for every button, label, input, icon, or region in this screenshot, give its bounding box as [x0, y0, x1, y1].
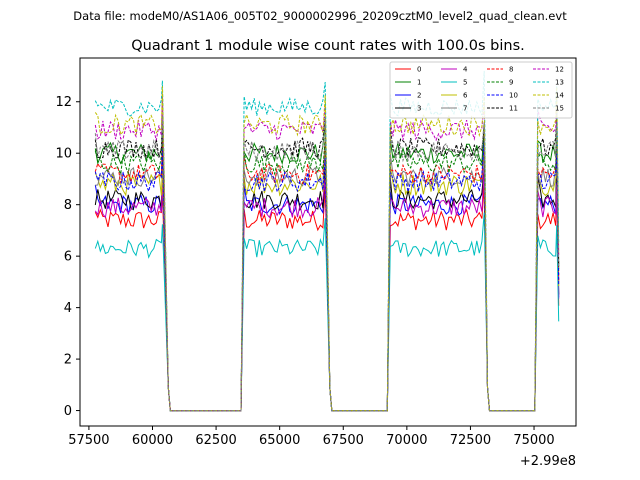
series-line-4: [94, 168, 560, 412]
y-tick-label: 0: [64, 404, 72, 419]
series-line-2: [94, 170, 560, 412]
legend-label-8: 8: [509, 66, 513, 74]
chart-title: Quadrant 1 module wise count rates with …: [131, 38, 525, 54]
legend-label-10: 10: [509, 92, 518, 100]
y-tick-label: 12: [55, 95, 72, 110]
legend-label-1: 1: [417, 79, 421, 87]
legend-label-14: 14: [555, 92, 564, 100]
x-offset-label: +2.99e8: [520, 454, 576, 469]
series-layer: [94, 70, 560, 412]
legend-label-3: 3: [417, 105, 421, 113]
legend-label-6: 6: [463, 92, 468, 100]
y-tick-label: 4: [64, 301, 72, 316]
series-line-10: [94, 141, 560, 412]
x-tick-label: 70000: [386, 433, 427, 448]
x-tick-label: 60000: [132, 433, 173, 448]
legend-box: [389, 61, 573, 119]
chart-suptitle: Data file: modeM0/AS1A06_005T02_90000029…: [73, 9, 567, 23]
series-line-11: [94, 116, 560, 412]
legend-label-11: 11: [509, 105, 518, 113]
series-line-12: [94, 93, 560, 412]
series-line-8: [94, 133, 560, 412]
legend-label-15: 15: [555, 105, 564, 113]
legend-label-13: 13: [555, 79, 564, 87]
legend-label-12: 12: [555, 66, 564, 74]
y-tick-label: 6: [64, 250, 72, 265]
x-tick-label: 67500: [323, 433, 364, 448]
plot-frame: [79, 57, 577, 427]
series-line-9: [94, 125, 560, 412]
series-line-6: [94, 145, 560, 412]
series-line-5: [94, 212, 560, 412]
legend-label-7: 7: [463, 105, 467, 113]
legend-label-9: 9: [509, 79, 513, 87]
y-tick-label: 2: [64, 353, 72, 368]
x-tick-label: 72500: [450, 433, 491, 448]
y-tick-label: 10: [55, 147, 72, 162]
series-line-15: [94, 115, 560, 412]
y-tick-label: 8: [64, 198, 72, 213]
legend-label-5: 5: [463, 79, 467, 87]
x-tick-label: 62500: [195, 433, 236, 448]
x-axis: 57500 60000 62500 65000 67500 70000 72500 75000: [68, 426, 555, 448]
series-line-7: [95, 136, 560, 412]
legend-label-4: 4: [463, 66, 468, 74]
x-tick-label: 57500: [68, 433, 109, 448]
legend-label-0: 0: [417, 66, 421, 74]
series-line-1: [94, 112, 560, 412]
y-axis: 0 2 4 6 8 10 12: [55, 95, 80, 419]
x-tick-label: 65000: [259, 433, 300, 448]
series-line-14: [94, 86, 560, 412]
x-tick-label: 75000: [513, 433, 554, 448]
legend-label-2: 2: [417, 92, 421, 100]
series-line-0: [94, 182, 560, 412]
